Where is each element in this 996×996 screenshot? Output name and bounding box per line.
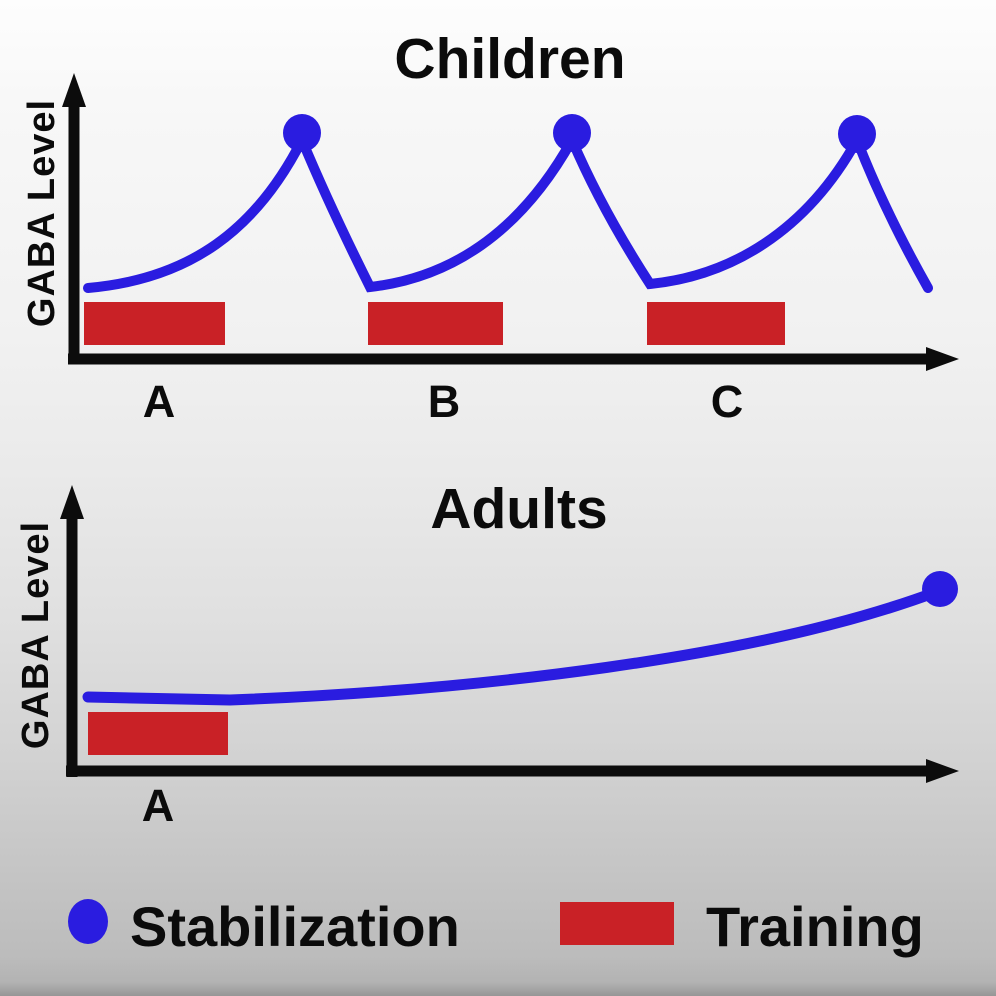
- children-y-axis-arrowhead: [62, 73, 86, 107]
- adults-y-axis-label: GABA Level: [15, 520, 57, 750]
- children-x-tick-a: A: [142, 376, 176, 427]
- adults-panel: [60, 485, 959, 783]
- legend-stabilization-label: Stabilization: [130, 895, 460, 958]
- children-training-block-b: [368, 302, 503, 345]
- adults-stabilization-dot: [922, 571, 958, 607]
- children-x-tick-c: C: [710, 376, 744, 427]
- children-x-tick-b: B: [427, 376, 461, 427]
- training-marker-icon: [560, 902, 674, 945]
- children-training-block-c: [647, 302, 785, 345]
- children-training-block-a: [84, 302, 225, 345]
- adults-training-block-a: [88, 712, 228, 755]
- adults-y-axis-arrowhead: [60, 485, 84, 519]
- adults-x-axis-arrowhead: [926, 759, 959, 783]
- children-stabilization-dot-2: [553, 114, 591, 152]
- children-panel-title: Children: [394, 27, 626, 91]
- stabilization-marker-icon: [68, 899, 108, 944]
- adults-gaba-curve: [82, 586, 942, 706]
- children-gaba-curve: [83, 128, 933, 293]
- adults-panel-title: Adults: [430, 477, 608, 541]
- children-panel: [62, 73, 959, 371]
- children-stabilization-dot-1: [283, 114, 321, 152]
- legend-training-label: Training: [706, 895, 924, 958]
- children-x-axis-arrowhead: [926, 347, 959, 371]
- adults-x-tick-a: A: [141, 780, 175, 831]
- children-y-axis-label: GABA Level: [21, 98, 63, 328]
- children-stabilization-dot-3: [838, 115, 876, 153]
